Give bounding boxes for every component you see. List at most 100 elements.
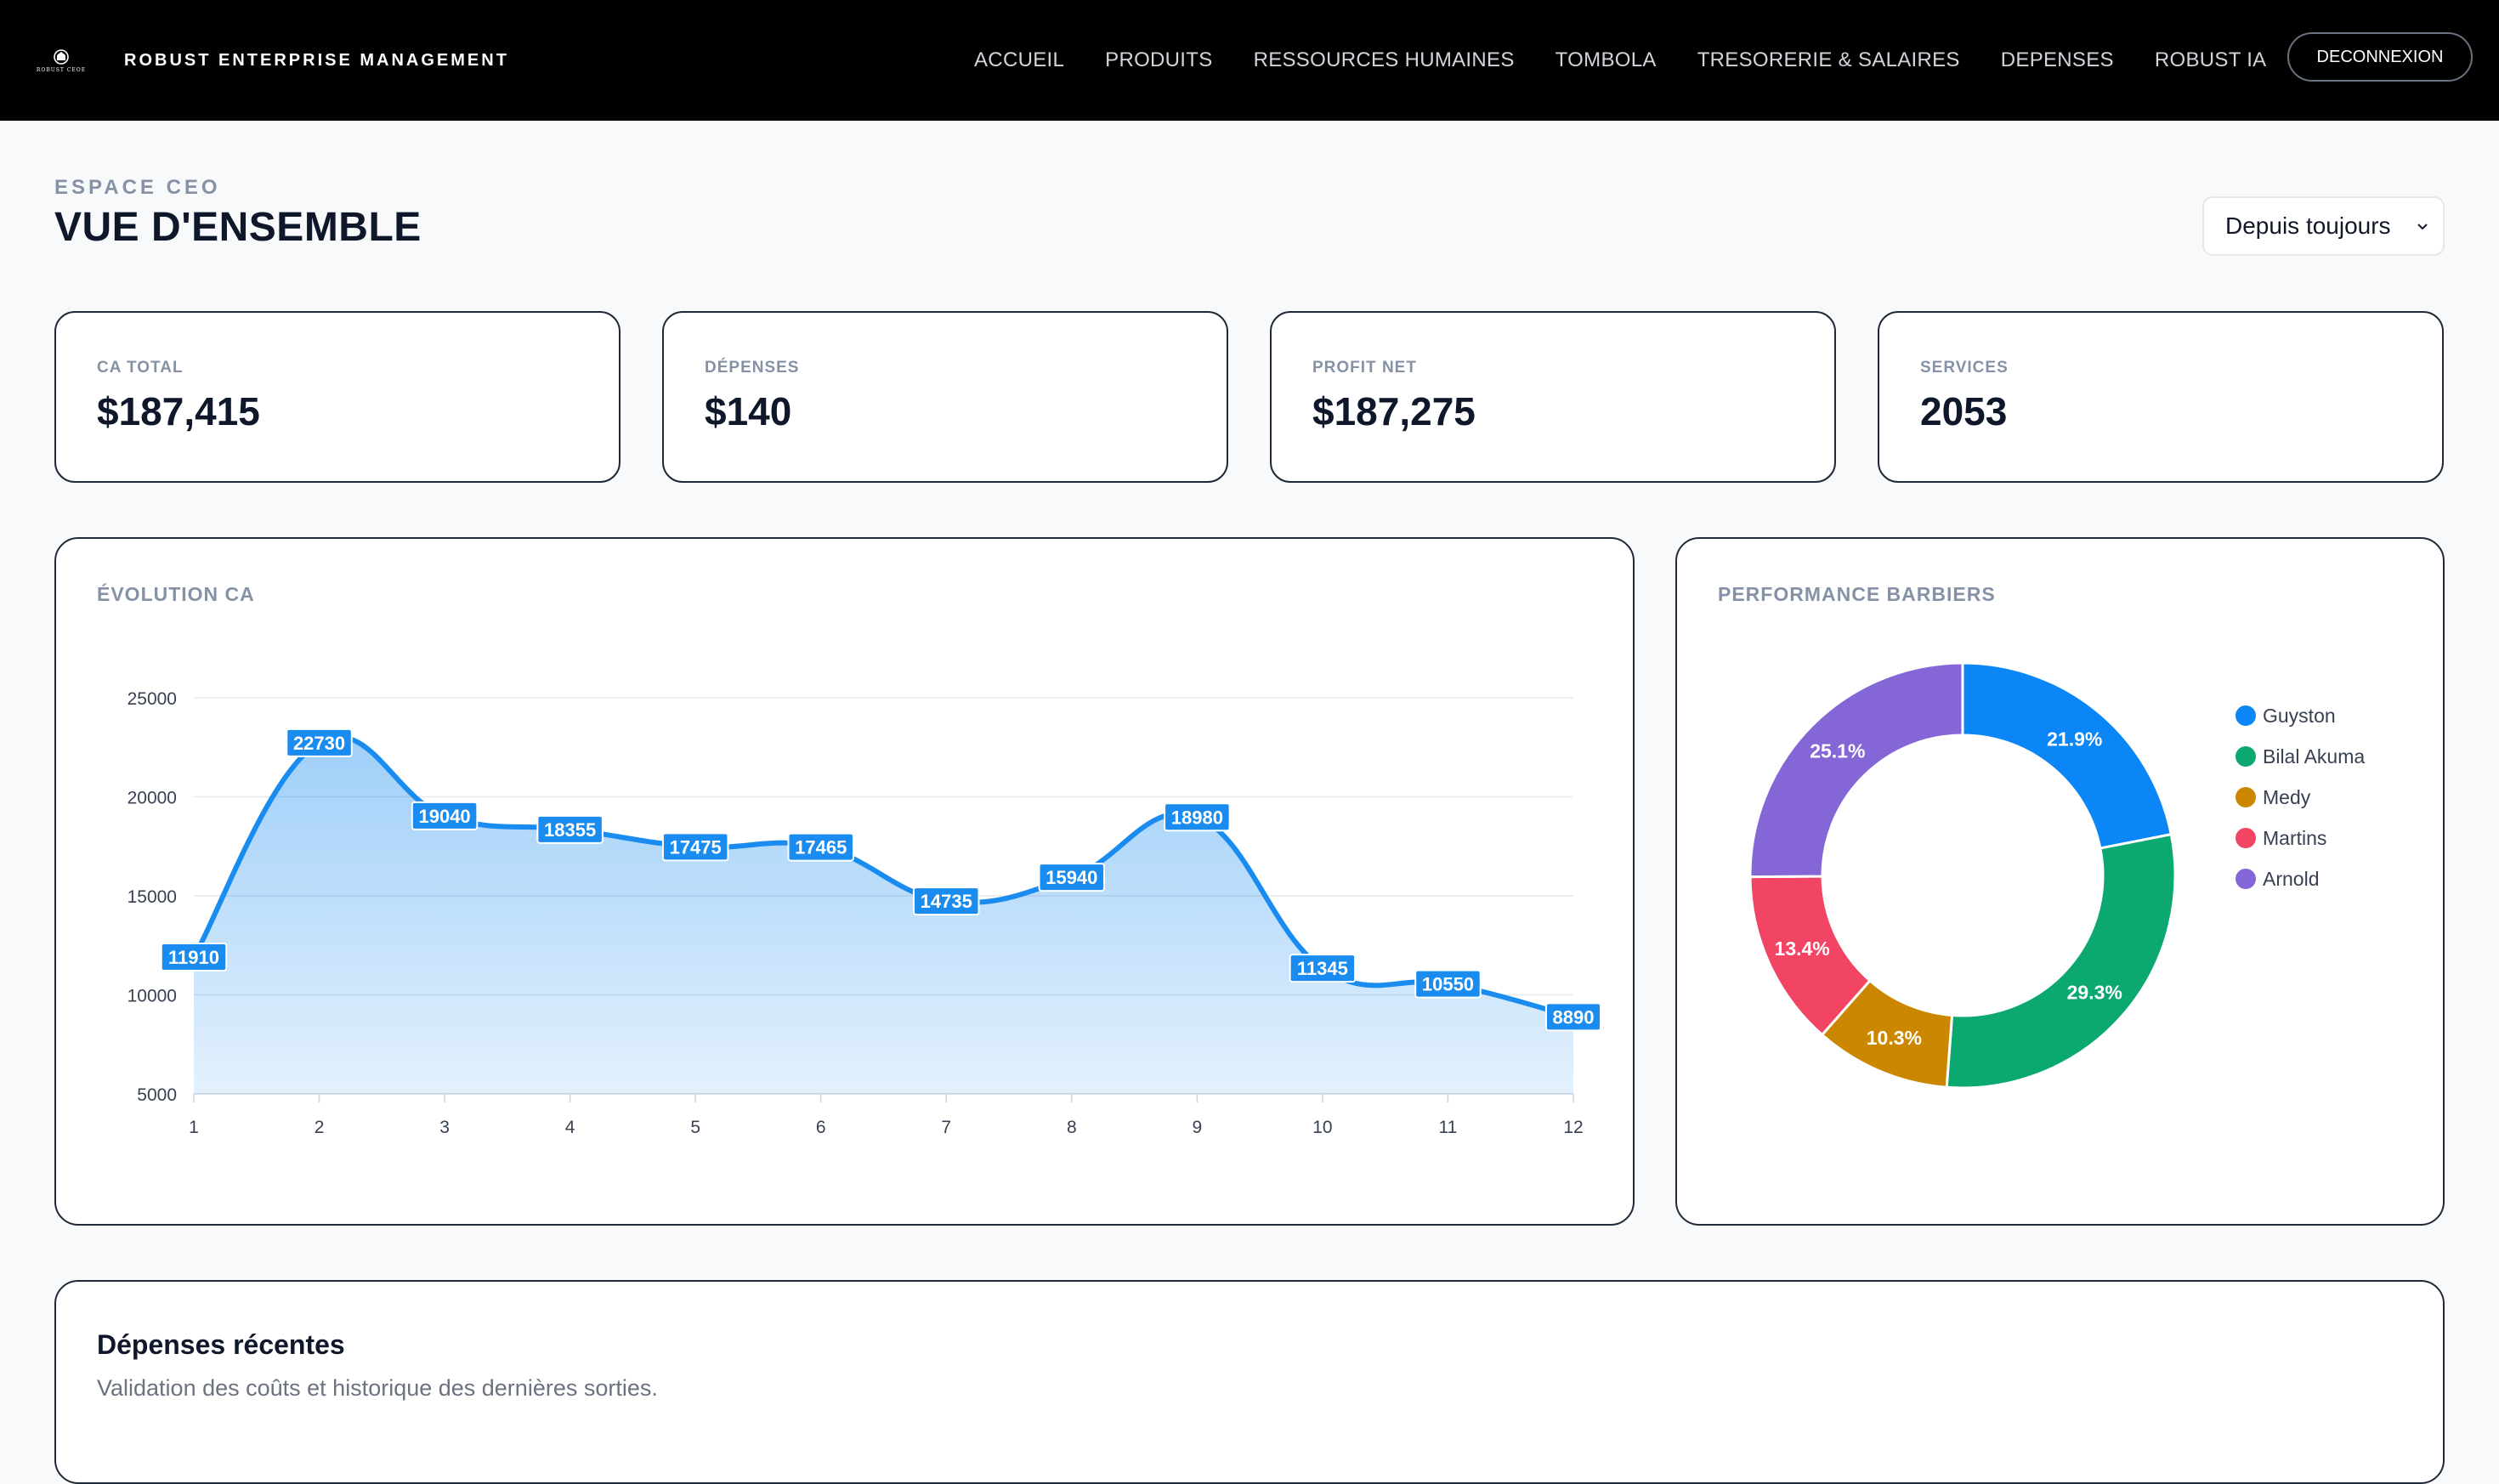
- donut-slice-guyston[interactable]: [1961, 661, 2173, 850]
- legend-item[interactable]: Bilal Akuma: [2236, 736, 2365, 777]
- nav-link-depenses[interactable]: DEPENSES: [2000, 48, 2114, 71]
- kpi-value: $187,275: [1312, 389, 1476, 433]
- x-tick-label: 5: [690, 1118, 700, 1137]
- data-label: 18980: [1164, 802, 1231, 832]
- kpi-label: DÉPENSES: [705, 359, 800, 377]
- data-label: 14735: [913, 886, 980, 916]
- data-label-box: [411, 801, 479, 830]
- x-tick-label: 9: [1193, 1118, 1203, 1137]
- legend-label: Medy: [2263, 785, 2311, 808]
- data-label-box: [1545, 1002, 1601, 1032]
- x-tick-label: 1: [189, 1118, 199, 1137]
- data-label-text: 18355: [544, 819, 596, 841]
- area-fill: [194, 737, 1573, 1094]
- data-label-box: [787, 832, 854, 862]
- legend-dot: [2236, 787, 2256, 807]
- kpi-card-profit-net: PROFIT NET $187,275: [1270, 311, 1836, 483]
- chart-title: ÉVOLUTION CA: [97, 583, 255, 605]
- slice-label: 13.4%: [1775, 937, 1830, 960]
- legend-dot: [2236, 705, 2256, 726]
- recent-expenses-subtitle: Validation des coûts et historique des d…: [97, 1375, 658, 1401]
- logo-icon: [54, 48, 69, 65]
- y-tick-label: 5000: [137, 1085, 177, 1105]
- data-label-text: 17475: [670, 836, 722, 858]
- data-label: 15940: [1038, 863, 1106, 892]
- top-navbar: ROBUST CEOE ROBUST ENTERPRISE MANAGEMENT…: [0, 0, 2499, 121]
- chart-title: PERFORMANCE BARBIERS: [1718, 583, 1996, 605]
- donut-slice-arnold[interactable]: [1748, 661, 1964, 879]
- data-label-text: 11345: [1297, 958, 1348, 979]
- data-label: 11910: [160, 942, 228, 971]
- data-label-box: [913, 886, 980, 916]
- x-tick-label: 10: [1312, 1118, 1332, 1137]
- legend-label: Guyston: [2263, 704, 2336, 727]
- legend-item[interactable]: Guyston: [2236, 695, 2365, 736]
- data-label-text: 19040: [418, 806, 470, 827]
- data-label-box: [160, 942, 228, 971]
- x-tick-label: 8: [1067, 1118, 1077, 1137]
- legend-item[interactable]: Arnold: [2236, 858, 2365, 899]
- recent-expenses-panel: Dépenses récentes Validation des coûts e…: [54, 1280, 2445, 1484]
- legend-dot: [2236, 828, 2256, 848]
- period-select[interactable]: Depuis toujours: [2202, 196, 2445, 256]
- legend-dot: [2236, 746, 2256, 767]
- kpi-card-ca-total: CA TOTAL $187,415: [54, 311, 620, 483]
- kpi-card-depenses: DÉPENSES $140: [662, 311, 1228, 483]
- data-label-text: 18980: [1171, 807, 1223, 828]
- data-label-text: 11910: [168, 947, 219, 968]
- slice-label: 21.9%: [2047, 728, 2102, 750]
- page-eyebrow: ESPACE CEO: [54, 176, 221, 199]
- nav-link-produits[interactable]: PRODUITS: [1105, 48, 1213, 71]
- x-tick-label: 7: [941, 1118, 951, 1137]
- y-tick-label: 15000: [128, 887, 177, 907]
- data-label-box: [1414, 969, 1482, 999]
- chevron-down-icon: [2417, 224, 2428, 230]
- brand[interactable]: ROBUST CEOE ROBUST ENTERPRISE MANAGEMENT: [37, 45, 509, 76]
- y-tick-label: 25000: [128, 689, 177, 709]
- brand-name: ROBUST ENTERPRISE MANAGEMENT: [124, 50, 509, 70]
- data-label-text: 10550: [1422, 974, 1474, 995]
- logout-button[interactable]: DECONNEXION: [2287, 32, 2473, 82]
- y-tick-label: 10000: [128, 987, 177, 1006]
- nav-link-accueil[interactable]: ACCUEIL: [974, 48, 1065, 71]
- data-label-text: 8890: [1553, 1006, 1595, 1028]
- donut-legend: Guyston Bilal Akuma Medy Martins Arnold: [2236, 695, 2365, 899]
- y-tick-label: 20000: [128, 789, 177, 808]
- nav-links: ACCUEIL PRODUITS RESSOURCES HUMAINES TOM…: [974, 0, 2308, 121]
- legend-label: Arnold: [2263, 867, 2320, 890]
- x-tick-label: 2: [314, 1118, 325, 1137]
- period-select-value: Depuis toujours: [2225, 212, 2391, 239]
- kpi-label: SERVICES: [1920, 359, 2009, 377]
- nav-link-ressources-humaines[interactable]: RESSOURCES HUMAINES: [1253, 48, 1515, 71]
- data-label: 19040: [411, 801, 479, 830]
- data-label-box: [1038, 863, 1106, 892]
- performance-barbiers-chart: 21.9% 29.3% 10.3% 13.4% 25.1%: [1748, 661, 2177, 1090]
- x-tick-label: 12: [1563, 1118, 1583, 1137]
- x-tick-label: 6: [816, 1118, 826, 1137]
- kpi-label: CA TOTAL: [97, 359, 184, 377]
- kpi-label: PROFIT NET: [1312, 359, 1417, 377]
- nav-link-robust-ia[interactable]: ROBUST IA: [2154, 48, 2267, 71]
- x-tick-label: 11: [1439, 1118, 1458, 1137]
- data-label-box: [1289, 954, 1357, 983]
- data-label-text: 15940: [1046, 867, 1097, 888]
- data-label: 17475: [661, 832, 729, 862]
- legend-item[interactable]: Martins: [2236, 818, 2365, 858]
- x-tick-label: 3: [439, 1118, 450, 1137]
- data-label: 10550: [1414, 969, 1482, 999]
- page-title: VUE D'ENSEMBLE: [54, 205, 422, 250]
- logo: ROBUST CEOE: [37, 45, 85, 76]
- nav-link-tresorerie-salaires[interactable]: TRESORERIE & SALAIRES: [1697, 48, 1960, 71]
- data-label-text: 14735: [921, 891, 972, 912]
- legend-item[interactable]: Medy: [2236, 777, 2365, 818]
- data-label: 22730: [286, 728, 353, 757]
- x-tick-label: 4: [565, 1118, 575, 1137]
- donut-slice-bilal-akuma[interactable]: [1945, 832, 2177, 1090]
- data-label: 8890: [1545, 1002, 1601, 1032]
- data-label: 11345: [1289, 954, 1357, 983]
- slice-label: 10.3%: [1867, 1027, 1922, 1049]
- nav-link-tombola[interactable]: TOMBOLA: [1555, 48, 1657, 71]
- legend-label: Martins: [2263, 826, 2327, 849]
- data-label: 18355: [536, 814, 604, 844]
